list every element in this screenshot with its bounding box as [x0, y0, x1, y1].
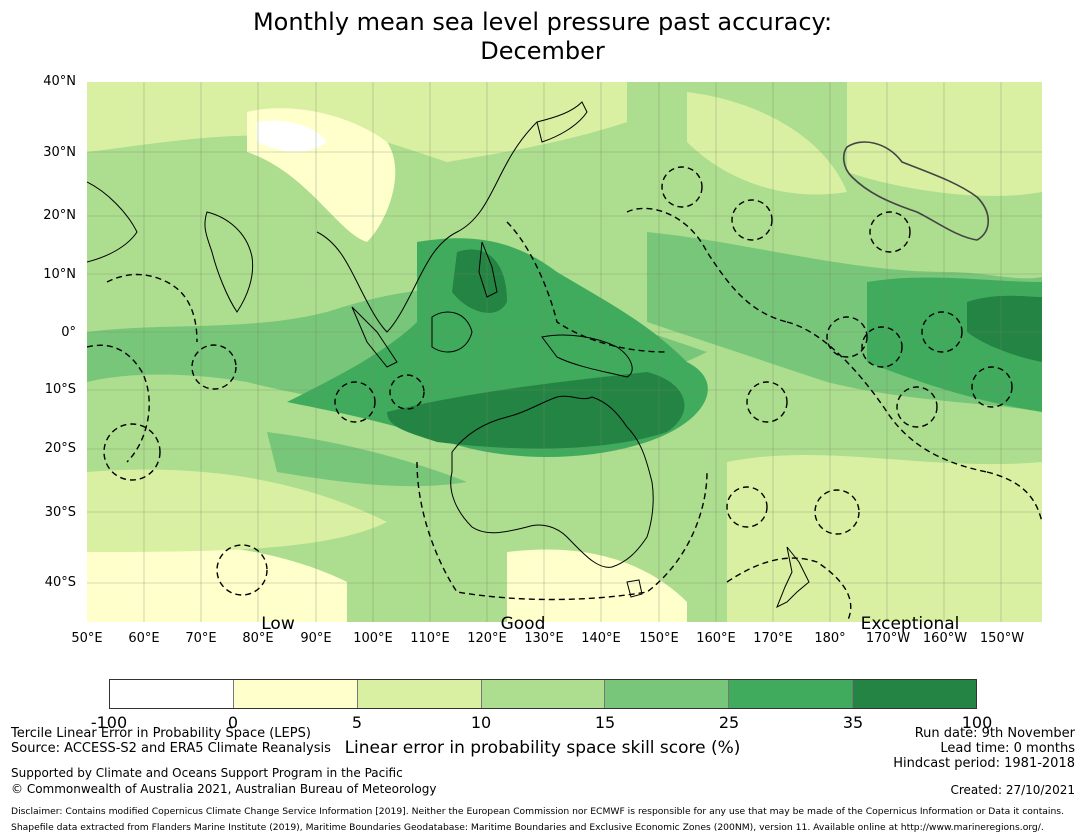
lon-label: 80°E: [242, 631, 274, 646]
lon-label: 140°E: [581, 631, 621, 646]
lat-label: 0°: [61, 325, 76, 340]
australia-coast: [450, 395, 654, 568]
category-label-good: Good: [500, 614, 546, 634]
lat-label: 30°N: [43, 145, 76, 160]
eez-australia: [416, 461, 708, 601]
category-label-low: Low: [261, 614, 295, 634]
skill-map: [87, 82, 1042, 622]
footer-created: Created: 27/10/2021: [950, 783, 1075, 797]
field-darkest-arafura: [387, 372, 685, 449]
colorbar-segment: [729, 680, 854, 708]
lat-label: 40°N: [43, 74, 76, 89]
colorbar-segment: [605, 680, 730, 708]
footer-source: Source: ACCESS-S2 and ERA5 Climate Reana…: [11, 741, 331, 756]
colorbar: [109, 679, 977, 709]
se-asia-coast: [316, 121, 538, 333]
lon-label: 60°E: [128, 631, 160, 646]
footer-hindcast: Hindcast period: 1981-2018: [893, 756, 1075, 771]
colorbar-tick: 15: [594, 713, 616, 732]
field-yellow-south-indian: [87, 469, 387, 552]
eez-indian-ocean: [87, 344, 150, 463]
borneo-coast: [431, 311, 473, 353]
footer-run-date: Run date: 9th November: [914, 726, 1075, 741]
new-zealand-coast: [776, 546, 810, 609]
colorbar-tick: 100: [961, 713, 993, 732]
footer-copyright: © Commonwealth of Australia 2021, Austra…: [11, 782, 437, 796]
footer-lead-time: Lead time: 0 months: [940, 741, 1075, 756]
eez-boundaries: [87, 166, 1042, 622]
new-guinea-coast: [541, 334, 633, 378]
lon-label: 110°E: [410, 631, 450, 646]
colorbar-tick: 10: [470, 713, 492, 732]
lat-label: 30°S: [44, 505, 76, 520]
footer-shapefile-credit: Shapefile data extracted from Flanders M…: [11, 822, 1044, 833]
colorbar-segment: [110, 680, 234, 708]
category-label-exceptional: Exceptional: [860, 614, 960, 634]
footer-disclaimer: Disclaimer: Contains modified Copernicus…: [11, 806, 1065, 817]
field-yellow-north: [87, 82, 627, 162]
field-white-patch: [257, 120, 327, 152]
eez-nz: [726, 557, 852, 622]
colorbar-segment: [233, 680, 358, 708]
eez-southpacific: [986, 471, 1042, 523]
field-darkest-philippines: [452, 249, 507, 313]
lon-label: 160°W: [922, 631, 968, 646]
lon-label: 170°W: [865, 631, 911, 646]
lon-label: 170°E: [753, 631, 793, 646]
lon-label: 50°E: [71, 631, 103, 646]
hawaii-eez: [842, 141, 990, 241]
field-darkest-east-pacific: [967, 295, 1042, 362]
lon-label: 150°W: [979, 631, 1025, 646]
colorbar-tick: 5: [351, 713, 363, 732]
lat-label: 20°N: [43, 208, 76, 223]
title-line-2: December: [480, 37, 605, 65]
india-coast: [204, 211, 254, 313]
lat-label: 20°S: [44, 441, 76, 456]
field-yellow-westpacific: [687, 92, 847, 195]
colorbar-tick: 35: [842, 713, 864, 732]
eez-pacific-1: [626, 207, 788, 323]
colorbar-tick: 25: [718, 713, 740, 732]
field-yellow-south-central: [507, 549, 687, 622]
lon-label: 120°E: [467, 631, 507, 646]
chart-title: Monthly mean sea level pressure past acc…: [0, 8, 1085, 66]
colorbar-label: Linear error in probability space skill …: [344, 738, 741, 758]
title-line-1: Monthly mean sea level pressure past acc…: [252, 8, 833, 36]
field-yellow-northeast: [847, 82, 1042, 196]
lon-label: 100°E: [353, 631, 393, 646]
japan-coast: [536, 101, 588, 143]
lat-label: 40°S: [44, 575, 76, 590]
lon-label: 150°E: [639, 631, 679, 646]
graticule: [87, 82, 1042, 622]
coastlines: [87, 101, 810, 609]
eez-pacific-2: [786, 321, 988, 473]
sumatra-coast: [351, 306, 398, 368]
footer-support: Supported by Climate and Oceans Support …: [11, 766, 403, 780]
lat-label: 10°S: [44, 382, 76, 397]
field-yellow-southpacific: [727, 454, 1042, 622]
colorbar-tick: 0: [227, 713, 239, 732]
lon-label: 70°E: [185, 631, 217, 646]
colorbar-segment: [853, 680, 977, 708]
colorbar-segment: [357, 680, 482, 708]
colorbar-tick: -100: [90, 713, 128, 732]
eez-new-guinea: [506, 221, 668, 353]
tasmania-coast: [626, 579, 643, 598]
arabia-coast: [87, 181, 138, 263]
colorbar-segment: [481, 680, 606, 708]
lat-label: 10°N: [43, 267, 76, 282]
lon-label: 130°E: [524, 631, 564, 646]
philippines-coast: [478, 241, 498, 298]
lon-label: 180°: [814, 631, 846, 646]
lon-label: 90°E: [300, 631, 332, 646]
footer-method: Tercile Linear Error in Probability Spac…: [11, 726, 311, 741]
eez-west: [106, 273, 198, 343]
lon-label: 160°E: [696, 631, 736, 646]
